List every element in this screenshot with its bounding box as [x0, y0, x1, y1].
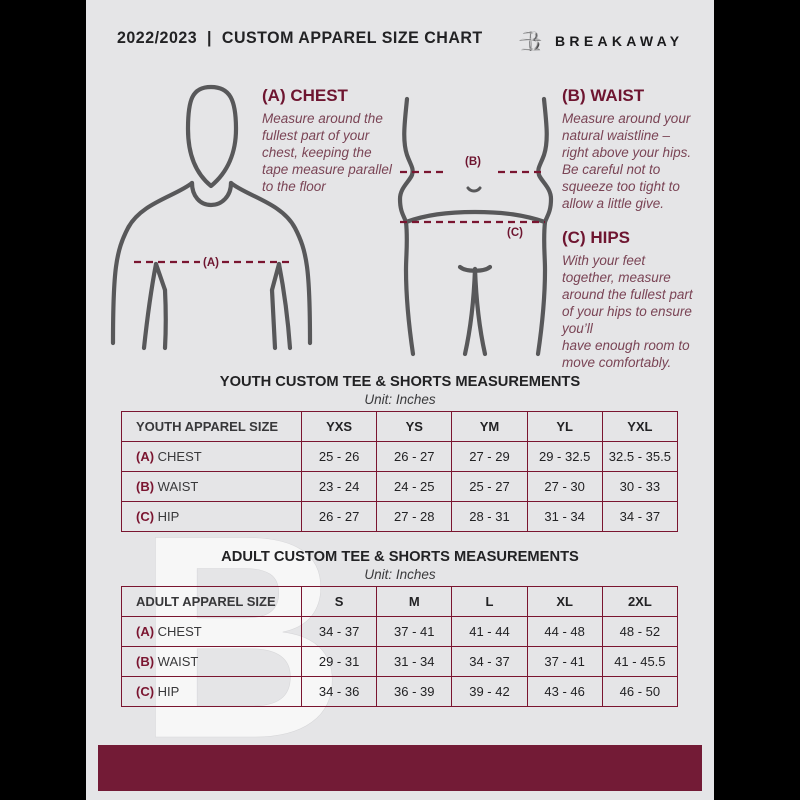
svg-text:(C): (C)	[507, 227, 523, 239]
svg-text:(B): (B)	[465, 156, 481, 168]
